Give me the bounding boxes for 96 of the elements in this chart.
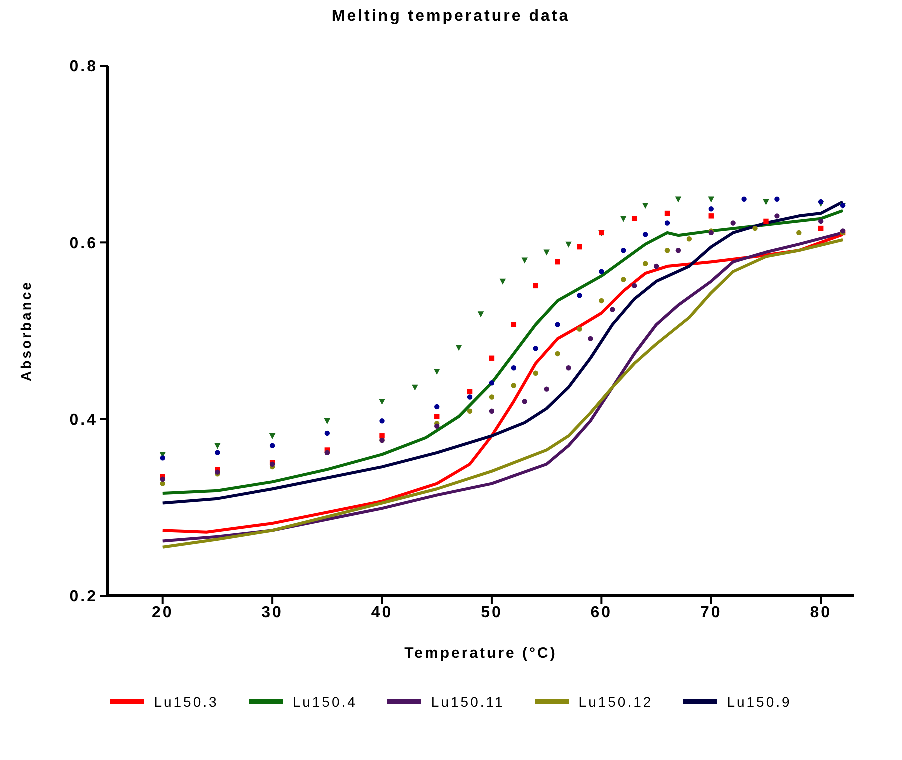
point — [533, 346, 538, 352]
point — [708, 206, 714, 212]
point — [324, 418, 331, 424]
point — [434, 414, 440, 420]
point — [577, 293, 582, 298]
point — [642, 261, 648, 266]
y-tick-label: 0.6 — [70, 235, 98, 252]
point — [686, 236, 692, 242]
x-tick-label: 30 — [262, 604, 284, 622]
point — [467, 408, 473, 414]
point — [412, 384, 418, 391]
point — [467, 394, 473, 400]
point — [489, 408, 495, 414]
y-tick-label: 0.4 — [70, 412, 98, 430]
point — [632, 283, 638, 289]
y-tick-label: 0.8 — [70, 58, 98, 76]
legend-label: Lu150.4 — [292, 694, 358, 710]
point — [566, 366, 572, 371]
point — [742, 196, 747, 202]
point — [676, 248, 682, 254]
point — [774, 214, 780, 219]
point — [664, 210, 670, 216]
point — [654, 264, 660, 270]
point — [489, 394, 495, 400]
point — [500, 278, 506, 285]
point — [764, 218, 769, 224]
point — [620, 216, 627, 222]
point — [533, 283, 538, 289]
point — [818, 226, 824, 232]
point — [577, 244, 582, 250]
point — [818, 199, 824, 205]
point — [763, 199, 770, 206]
point — [511, 366, 517, 371]
point — [380, 418, 385, 424]
y-tick-label: 0.2 — [70, 588, 98, 606]
point — [270, 443, 276, 448]
point — [522, 258, 528, 264]
point — [577, 326, 582, 332]
point — [599, 298, 604, 304]
point — [632, 216, 638, 222]
legend-label: Lu150.12 — [578, 694, 654, 710]
point — [544, 386, 550, 392]
x-tick-label: 50 — [481, 604, 503, 622]
point — [160, 456, 166, 461]
point — [489, 356, 495, 361]
point — [434, 404, 440, 410]
point — [621, 277, 626, 282]
point — [269, 434, 276, 440]
point — [434, 424, 440, 429]
point — [456, 345, 462, 352]
point — [555, 351, 560, 357]
point — [489, 380, 495, 386]
point — [588, 336, 594, 342]
x-axis-title: Temperature (°C) — [404, 645, 558, 662]
point — [610, 307, 616, 312]
point — [664, 220, 670, 226]
point — [511, 322, 517, 328]
point — [555, 260, 560, 265]
point — [467, 389, 473, 395]
point — [379, 399, 386, 406]
point — [708, 214, 714, 219]
x-tick-label: 40 — [371, 604, 394, 622]
y-axis-title: Absorbance — [18, 280, 34, 382]
point — [214, 443, 221, 450]
point — [522, 399, 528, 404]
point — [533, 370, 538, 376]
point — [555, 322, 560, 328]
point — [774, 196, 780, 202]
point — [664, 248, 670, 254]
point — [478, 312, 484, 318]
point — [434, 369, 440, 376]
point — [642, 232, 648, 238]
point — [160, 476, 166, 482]
point — [511, 383, 517, 388]
legend-label: Lu150.3 — [154, 694, 219, 710]
point — [380, 434, 385, 439]
point — [599, 269, 604, 274]
point — [215, 450, 220, 456]
legend-label: Lu150.9 — [727, 694, 792, 710]
point — [160, 481, 166, 486]
point — [324, 430, 330, 436]
point — [752, 226, 758, 232]
legend-label: Lu150.11 — [431, 694, 505, 710]
x-tick-label: 80 — [810, 604, 832, 622]
x-tick-label: 60 — [590, 604, 613, 622]
x-tick-label: 20 — [152, 604, 174, 622]
chart-title: Melting temperature data — [330, 8, 572, 26]
point — [642, 202, 649, 209]
point — [796, 230, 802, 236]
point — [818, 218, 824, 224]
point — [566, 242, 572, 248]
point — [544, 250, 550, 256]
point — [621, 248, 626, 254]
point — [675, 196, 682, 203]
x-tick-label: 70 — [700, 604, 722, 622]
point — [730, 220, 736, 226]
